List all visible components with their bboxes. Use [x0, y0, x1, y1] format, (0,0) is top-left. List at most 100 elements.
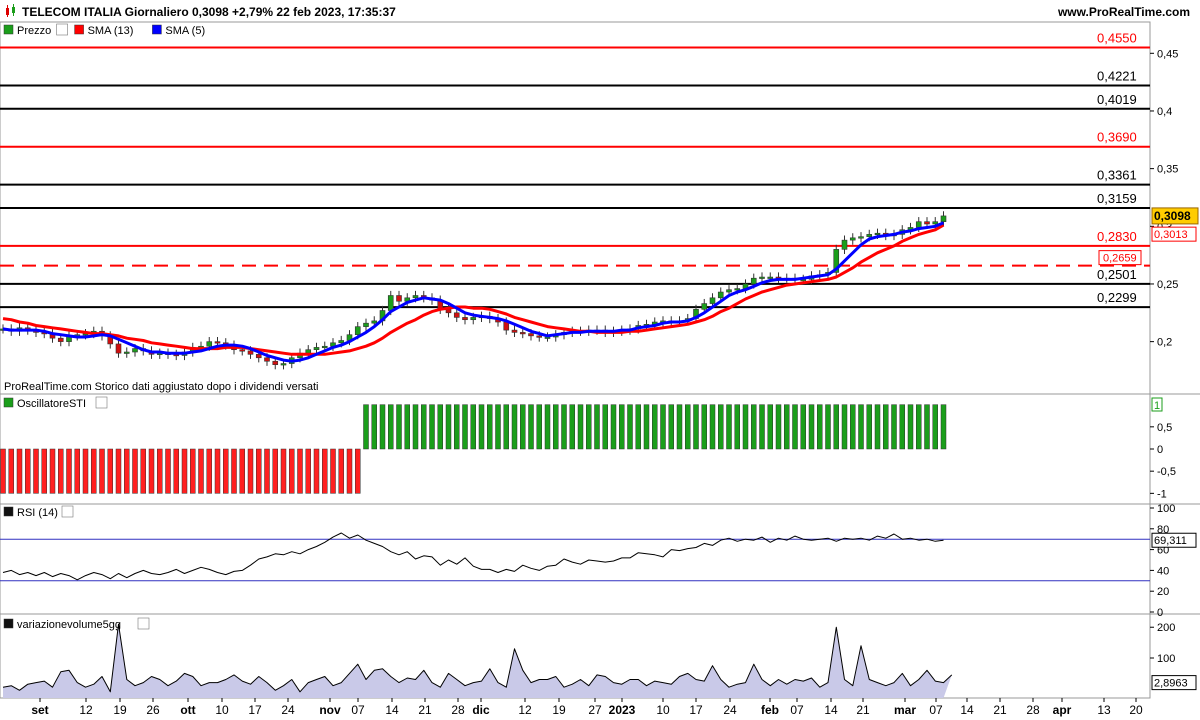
- legend-item: SMA (13): [88, 25, 134, 37]
- vol-value-tag: [1151, 675, 1197, 691]
- sti-bar: [305, 448, 311, 494]
- sti-bar: [495, 404, 501, 450]
- legend-swatch: [3, 397, 14, 408]
- candle: [511, 329, 518, 333]
- sti-bar: [99, 448, 105, 494]
- x-tick-label: 19: [552, 703, 566, 717]
- candle: [264, 357, 270, 362]
- sti-bar: [594, 404, 600, 450]
- x-tick-label: 27: [588, 703, 602, 717]
- rsi-title: RSI (14): [17, 507, 58, 519]
- sti-bar: [41, 448, 47, 494]
- site-link[interactable]: www.ProRealTime.com: [1057, 5, 1190, 19]
- x-tick-label: 26: [146, 703, 160, 717]
- sti-bar: [503, 404, 509, 450]
- sti-bar: [247, 448, 254, 494]
- candle: [940, 215, 947, 222]
- sti-bar: [800, 404, 806, 450]
- wrench-icon[interactable]: [137, 617, 150, 630]
- sti-bar: [940, 404, 947, 450]
- x-tick-label: 17: [248, 703, 262, 717]
- sti-bar: [874, 404, 881, 450]
- sti-bar: [115, 448, 122, 494]
- sti-bar: [742, 404, 749, 450]
- level-label: 0,3361: [1097, 168, 1137, 183]
- x-tick-label: 07: [351, 703, 365, 717]
- sti-bar: [866, 404, 872, 450]
- sti-bar: [899, 404, 905, 450]
- sti-bar: [223, 448, 229, 494]
- sti-bar: [470, 404, 476, 450]
- candle: [866, 234, 873, 237]
- x-tick-label: nov: [319, 703, 341, 717]
- sti-bar: [561, 404, 567, 450]
- y-tick-label: 0,25: [1157, 279, 1178, 291]
- candle: [280, 363, 287, 366]
- x-tick-label: 21: [418, 703, 432, 717]
- sti-bar: [462, 404, 468, 450]
- rsi-value: 69,311: [1154, 535, 1187, 547]
- sma13-label: 0,3013: [1154, 229, 1188, 241]
- rsi-value-tag: [1151, 532, 1197, 548]
- candle: [726, 289, 732, 293]
- sti-bar: [272, 448, 278, 494]
- candle: [841, 239, 848, 250]
- sti-bar: [676, 404, 683, 450]
- x-tick-label: 28: [451, 703, 465, 717]
- sti-bar: [412, 404, 419, 450]
- sti-bar: [421, 404, 427, 450]
- sti-bar: [66, 448, 72, 494]
- legend-swatch: [3, 24, 14, 35]
- level-label-box: [1098, 250, 1142, 266]
- legend-swatch: [152, 24, 162, 35]
- sti-bar: [388, 404, 394, 450]
- sti-bar: [932, 404, 938, 450]
- candle: [849, 237, 856, 241]
- sti-bar: [668, 404, 674, 450]
- sti-bar: [916, 404, 922, 450]
- wrench-icon[interactable]: [95, 396, 108, 409]
- sti-bar: [157, 448, 163, 494]
- x-tick-label: mar: [894, 703, 916, 717]
- sti-bar: [33, 448, 39, 494]
- sti-bar: [520, 404, 526, 450]
- sti-bar: [82, 448, 89, 494]
- candle: [858, 236, 864, 239]
- sti-bar: [784, 404, 790, 450]
- candle: [206, 341, 213, 347]
- legend-swatch: [3, 506, 14, 517]
- sti-bar: [297, 448, 303, 494]
- wrench-icon[interactable]: [61, 505, 74, 518]
- sti-bar: [891, 404, 897, 450]
- candle: [363, 322, 369, 327]
- sti-bar: [280, 448, 287, 494]
- sti-bar: [25, 448, 31, 494]
- price-footer: ProRealTime.com Storico dati aggiustato …: [4, 381, 318, 393]
- sti-bar: [833, 404, 839, 450]
- x-tick-label: 14: [385, 703, 399, 717]
- sti-bar: [610, 404, 617, 450]
- y-tick-label: 0,2: [1157, 337, 1172, 349]
- candle: [57, 337, 64, 342]
- sti-bar: [0, 448, 6, 494]
- candle: [915, 221, 922, 228]
- candle: [313, 347, 320, 351]
- sti-bar: [660, 404, 666, 450]
- x-tick-label: 28: [1026, 703, 1040, 717]
- sti-bar: [850, 404, 856, 450]
- x-tick-label: 17: [689, 703, 703, 717]
- sti-bar: [322, 448, 328, 494]
- x-tick-label: 20: [1129, 703, 1143, 717]
- sti-bar: [338, 448, 344, 494]
- y-tick-label: -0,5: [1157, 466, 1176, 478]
- candle: [536, 335, 543, 338]
- sti-bar: [577, 404, 584, 450]
- candle: [750, 277, 757, 285]
- level-label: 0,4550: [1097, 31, 1137, 46]
- chart-title: TELECOM ITALIA Giornaliero 0,3098 +2,79%…: [22, 5, 396, 19]
- candle: [734, 288, 741, 291]
- wrench-icon[interactable]: [56, 23, 68, 36]
- legend-swatch: [74, 24, 84, 35]
- x-tick-label: 12: [518, 703, 532, 717]
